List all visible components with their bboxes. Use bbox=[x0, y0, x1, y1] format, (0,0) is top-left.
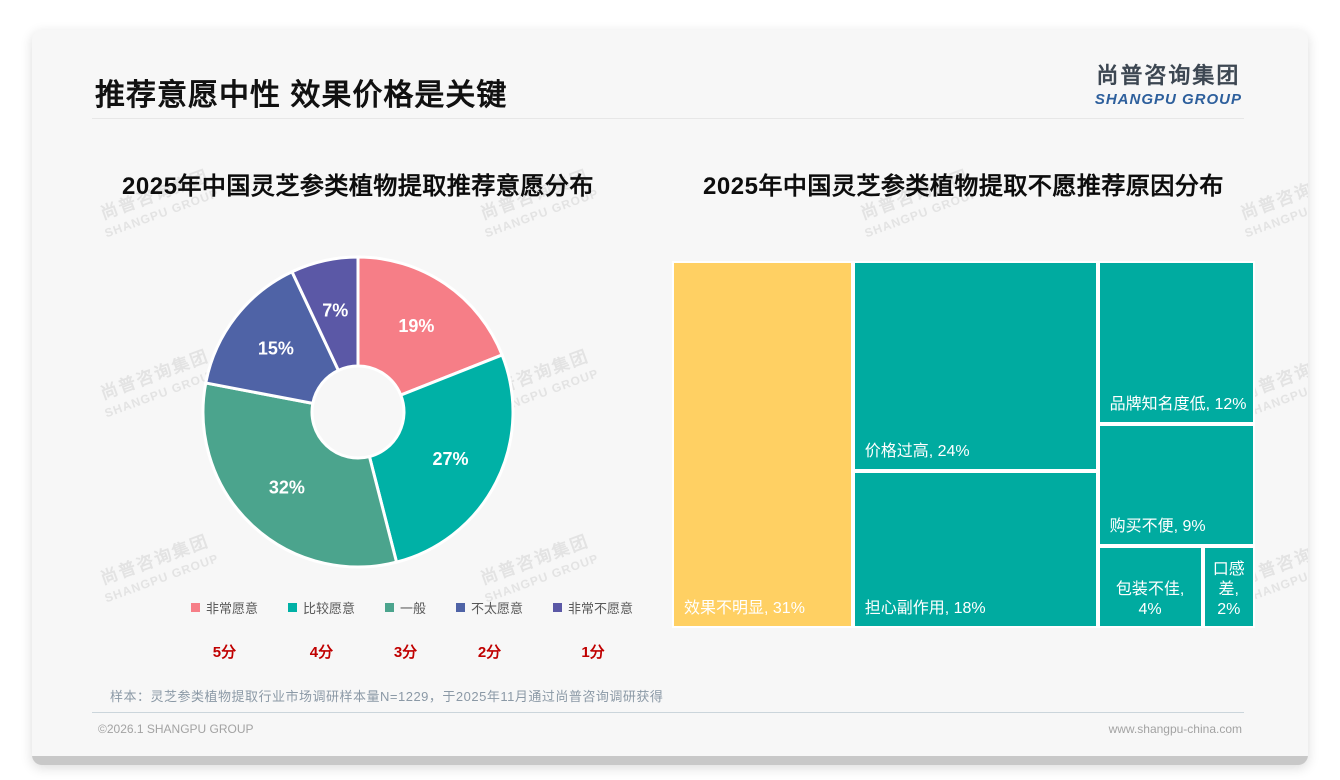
donut-legend: 非常愿意 5分 比较愿意 4分 一般 3分 不太愿意 2分 非常不愿意 1分 bbox=[142, 598, 682, 662]
donut-slice bbox=[201, 381, 399, 569]
footer-website: www.shangpu-china.com bbox=[1108, 722, 1242, 736]
legend-marker bbox=[553, 603, 563, 612]
donut-slice-label: 32% bbox=[269, 478, 305, 498]
treemap-cell-label: 口感差, 2% bbox=[1212, 560, 1245, 618]
treemap-cell: 品牌知名度低, 12% bbox=[1097, 261, 1255, 425]
treemap-cell-label: 品牌知名度低, 12% bbox=[1109, 396, 1247, 414]
legend-score: 5分 bbox=[212, 644, 237, 661]
legend-marker bbox=[384, 603, 394, 612]
title-divider bbox=[92, 118, 1244, 119]
donut-slice-label: 27% bbox=[432, 449, 468, 469]
donut-chart-title: 2025年中国灵芝参类植物提取推荐意愿分布 bbox=[122, 173, 594, 200]
legend-marker bbox=[190, 603, 200, 612]
legend-item: 非常不愿意 1分 bbox=[553, 598, 633, 662]
company-logo: 尚普咨询集团 SHANGPU GROUP bbox=[1095, 58, 1242, 108]
treemap-cell: 包装不佳, 4% bbox=[1097, 546, 1203, 628]
treemap-chart-title: 2025年中国灵芝参类植物提取不愿推荐原因分布 bbox=[703, 173, 1224, 200]
legend-entry: 比较愿意 bbox=[287, 598, 355, 617]
donut-slice-label: 15% bbox=[258, 338, 294, 358]
bottom-bar bbox=[32, 756, 1308, 765]
legend-item: 不太愿意 2分 bbox=[456, 598, 523, 662]
legend-item: 一般 3分 bbox=[384, 598, 426, 662]
donut-slice bbox=[203, 269, 341, 406]
donut-slice bbox=[290, 255, 360, 373]
legend-score: 4分 bbox=[309, 644, 334, 661]
donut-slice-label: 19% bbox=[398, 316, 434, 336]
legend-label: 一般 bbox=[399, 601, 426, 616]
legend-item: 比较愿意 4分 bbox=[287, 598, 355, 662]
logo-cn-text: 尚普咨询集团 bbox=[1096, 63, 1241, 88]
treemap-cell-label: 担心副作用, 18% bbox=[864, 599, 986, 617]
legend-marker bbox=[287, 603, 297, 612]
content-layer: 推荐意愿中性 效果价格是关键 尚普咨询集团 SHANGPU GROUP 2025… bbox=[32, 30, 1308, 765]
treemap-cell-label: 包装不佳, 4% bbox=[1115, 580, 1185, 618]
legend-entry: 一般 bbox=[384, 598, 426, 617]
legend-score: 3分 bbox=[393, 644, 418, 661]
donut-slice bbox=[356, 255, 505, 398]
treemap-cell: 担心副作用, 18% bbox=[852, 470, 1098, 628]
legend-score: 2分 bbox=[477, 644, 502, 661]
legend-label: 不太愿意 bbox=[471, 601, 524, 616]
legend-score: 1分 bbox=[581, 644, 605, 661]
footer-divider bbox=[92, 712, 1244, 713]
slide-card: 尚普咨询集团 SHANGPU GROUP 尚普咨询集团 SHANGPU GROUP 尚普… bbox=[32, 30, 1308, 765]
legend-label: 非常不愿意 bbox=[568, 601, 634, 616]
treemap-cell-label: 效果不明显, 31% bbox=[684, 600, 805, 617]
donut-slice-label: 7% bbox=[322, 301, 348, 321]
treemap-chart: 效果不明显, 31% 价格过高, 24% 担心副作用, 18% 品牌知名度低, 12%… bbox=[672, 261, 1255, 628]
legend-label: 非常愿意 bbox=[205, 601, 258, 616]
footer-copyright: ©2026.1 SHANGPU GROUP bbox=[98, 722, 254, 736]
logo-en-text: SHANGPU GROUP bbox=[1094, 91, 1242, 108]
donut-chart: 19% 27% 32% 15% 7% bbox=[198, 252, 518, 572]
legend-marker bbox=[456, 603, 465, 612]
legend-entry: 非常不愿意 bbox=[553, 598, 633, 617]
legend-entry: 非常愿意 bbox=[190, 598, 258, 617]
treemap-cell-label: 价格过高, 24% bbox=[864, 442, 970, 460]
treemap-cell: 价格过高, 24% bbox=[852, 261, 1098, 471]
sample-footnote: 样本：灵芝参类植物提取行业市场调研样本量N=1229，于2025年11月通过尚普… bbox=[110, 689, 664, 704]
donut-slice bbox=[367, 352, 515, 564]
legend-entry: 不太愿意 bbox=[456, 598, 523, 617]
treemap-cell: 效果不明显, 31% bbox=[672, 261, 853, 628]
treemap-cell: 购买不便, 9% bbox=[1097, 424, 1255, 547]
treemap-cell: 口感差, 2% bbox=[1202, 546, 1255, 628]
legend-label: 比较愿意 bbox=[302, 601, 355, 616]
treemap-cell-label: 购买不便, 9% bbox=[1109, 518, 1206, 536]
legend-item: 非常愿意 5分 bbox=[190, 598, 258, 662]
page-title: 推荐意愿中性 效果价格是关键 bbox=[95, 79, 508, 112]
